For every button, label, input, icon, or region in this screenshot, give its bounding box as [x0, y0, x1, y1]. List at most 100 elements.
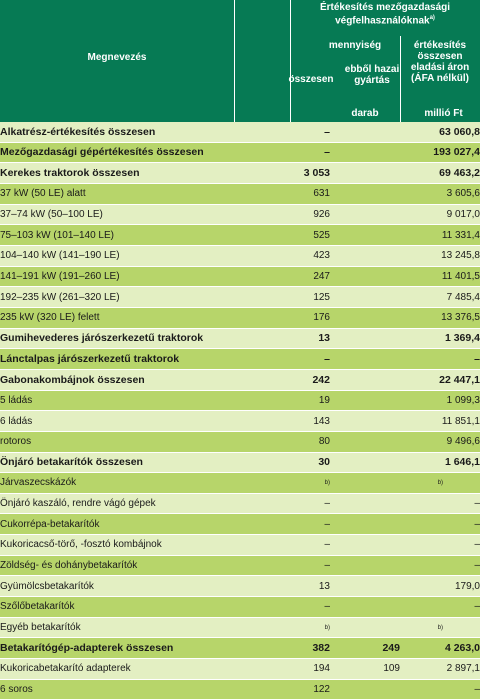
row-domestic [330, 431, 400, 453]
row-domestic [330, 472, 400, 494]
unit-value: millió Ft [424, 108, 463, 119]
row-total: – [234, 142, 330, 164]
table-row: 75–103 kW (101–140 LE) 525 11 331,4 [0, 224, 480, 246]
row-domestic [330, 328, 400, 350]
row-name: Önjáró betakarítók összesen [0, 452, 234, 474]
row-domestic [330, 348, 400, 370]
row-name: Gabonakombájnok összesen [0, 369, 234, 391]
row-total: 3 053 [234, 162, 330, 184]
row-name: Gumihevederes járószerkezetű traktorok [0, 328, 234, 350]
row-domestic [330, 307, 400, 329]
row-domestic [330, 245, 400, 267]
row-domestic [330, 204, 400, 226]
row-total: 30 [234, 452, 330, 474]
table-row: Mezőgazdasági gépértékesítés összesen – 19… [0, 142, 480, 164]
row-name: Önjáró kaszáló, rendre vágó gépek [0, 493, 234, 515]
row-domestic [330, 410, 400, 432]
row-name: 235 kW (320 LE) felett [0, 307, 234, 329]
row-domestic [330, 534, 400, 556]
row-total: 247 [234, 266, 330, 288]
column-header-domestic: ebből hazai gyártás [337, 64, 407, 86]
row-name: 6 soros [0, 679, 234, 700]
row-domestic [330, 183, 400, 205]
row-total: – [234, 493, 330, 515]
row-name: 141–191 kW (191–260 LE) [0, 266, 234, 288]
row-domestic [330, 162, 400, 184]
row-value: – [400, 596, 480, 618]
row-domestic [330, 390, 400, 412]
data-table: Alkatrész-értékesítés összesen –63 060,8 M… [0, 122, 480, 700]
table-row: Betakarítógép-adapterek összesen 382 249 4 … [0, 637, 480, 660]
table-row: 141–191 kW (191–260 LE) 247 11 401,5 [0, 266, 480, 288]
table-row: Cukorrépa-betakarítók – – [0, 513, 480, 536]
row-domestic [330, 679, 400, 700]
row-name: rotoros [0, 431, 234, 453]
table-row: Kerekes traktorok összesen 3 053 69 463,2 [0, 162, 480, 184]
row-value: 9 496,6 [400, 431, 480, 453]
row-total: – [234, 596, 330, 618]
row-total: b) [234, 472, 330, 494]
row-value: 1 099,3 [400, 390, 480, 412]
header-divider [234, 0, 235, 122]
row-value: 22 447,1 [400, 369, 480, 391]
row-value: 13 245,8 [400, 245, 480, 267]
row-total: 926 [234, 204, 330, 226]
table-row: Gabonakombájnok összesen 242 22 447,1 [0, 369, 480, 391]
table-row: 6 ládás 143 11 851,1 [0, 410, 480, 432]
row-domestic [330, 122, 400, 143]
value-header-line1: értékesítés [413, 40, 467, 51]
row-total: 242 [234, 369, 330, 391]
row-total: – [234, 534, 330, 556]
table-row: Gumihevederes járószerkezetű traktorok 13… [0, 328, 480, 350]
row-domestic [330, 224, 400, 246]
row-name: 6 ládás [0, 410, 234, 432]
row-name: Kukoricacső-törő, -fosztó kombájnok [0, 534, 234, 556]
domestic-header-line2: gyártás [354, 75, 390, 86]
group-header-line1: Értékesítés mezőgazdasági [319, 2, 451, 13]
row-value: 69 463,2 [400, 162, 480, 184]
row-total: – [234, 555, 330, 577]
row-value: 1 646,1 [400, 452, 480, 474]
row-total: 525 [234, 224, 330, 246]
row-value: 11 851,1 [400, 410, 480, 432]
table-row: 6 soros 122 – [0, 679, 480, 700]
table-row: 37–74 kW (50–100 LE) 926 9 017,0 [0, 204, 480, 226]
row-domestic [330, 575, 400, 598]
row-domestic [330, 555, 400, 577]
row-name: Lánctalpas járószerkezetű traktorok [0, 348, 234, 370]
row-domestic [330, 493, 400, 515]
row-value: 4 263,0 [400, 637, 480, 660]
row-total: 631 [234, 183, 330, 205]
row-domestic [330, 266, 400, 288]
table-row: Önjáró kaszáló, rendre vágó gépek – – [0, 493, 480, 515]
row-value: 63 060,8 [400, 122, 480, 143]
row-name: 104–140 kW (141–190 LE) [0, 245, 234, 267]
row-value: 11 331,4 [400, 224, 480, 246]
row-total: 80 [234, 431, 330, 453]
row-name: 5 ládás [0, 390, 234, 412]
row-name: Betakarítógép-adapterek összesen [0, 637, 234, 660]
row-value: 7 485,4 [400, 286, 480, 308]
row-total: b) [234, 617, 330, 639]
table-row: 235 kW (320 LE) felett 176 13 376,5 [0, 307, 480, 329]
row-value: 1 369,4 [400, 328, 480, 350]
header-divider [290, 0, 291, 122]
row-total: 143 [234, 410, 330, 432]
row-total: – [234, 513, 330, 536]
domestic-header-line1: ebből hazai [344, 64, 400, 75]
group-header-line2: végfelhasználóknak [335, 15, 430, 27]
row-value: – [400, 513, 480, 536]
row-name: Zöldség- és dohánybetakarítók [0, 555, 234, 577]
row-name: Egyéb betakarítók [0, 617, 234, 639]
row-value: 3 605,6 [400, 183, 480, 205]
row-name: 37 kW (50 LE) alatt [0, 183, 234, 205]
row-value: 193 027,4 [400, 142, 480, 164]
table-row: 192–235 kW (261–320 LE) 125 7 485,4 [0, 286, 480, 308]
table-header: Megnevezés Értékesítés mezőgazdasági vég… [0, 0, 480, 122]
column-header-name: Megnevezés [87, 52, 147, 63]
row-domestic: 249 [330, 637, 400, 660]
row-name: Járvaszecskázók [0, 472, 234, 494]
row-value: – [400, 679, 480, 700]
row-name: Kerekes traktorok összesen [0, 162, 234, 184]
column-header-quantity: mennyiség [328, 40, 382, 51]
